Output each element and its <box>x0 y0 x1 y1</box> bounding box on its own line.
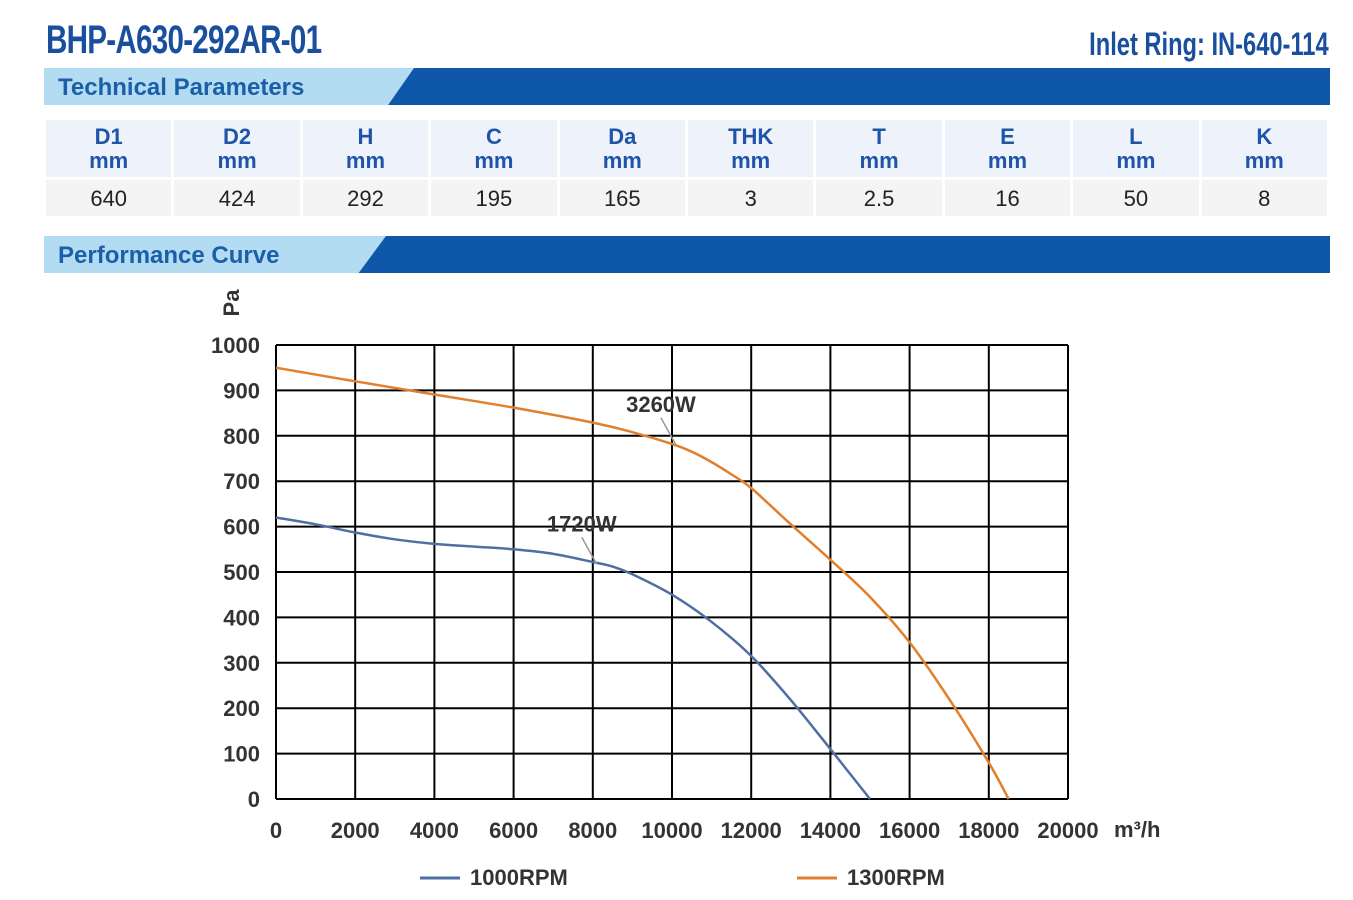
param-name: Da <box>608 123 637 149</box>
x-tick-label: 10000 <box>641 818 702 843</box>
param-name: D1 <box>94 123 123 149</box>
y-axis-label: Pa <box>219 289 244 317</box>
param-value: 165 <box>559 180 685 216</box>
x-tick-label: 4000 <box>410 818 459 843</box>
x-tick-label: 16000 <box>879 818 940 843</box>
model-title: BHP-A630-292AR-01 <box>46 18 322 62</box>
param-unit: mm <box>345 147 386 173</box>
x-tick-label: 20000 <box>1037 818 1098 843</box>
param-column-d1: D1 mm 640 <box>46 120 172 216</box>
x-axis-label: m³/h <box>1114 817 1160 842</box>
param-name: THK <box>728 123 774 149</box>
x-tick-label: 12000 <box>721 818 782 843</box>
y-tick-label: 500 <box>223 560 260 585</box>
param-column-da: Da mm 165 <box>559 120 685 216</box>
y-tick-label: 0 <box>248 787 260 812</box>
param-name: H <box>357 123 374 149</box>
param-header: Da mm <box>559 120 685 177</box>
param-value: 2.5 <box>816 180 942 216</box>
param-header: THK mm <box>688 120 814 177</box>
param-unit: mm <box>1244 147 1284 173</box>
param-header: D2 mm <box>174 120 300 177</box>
param-unit: mm <box>987 147 1028 173</box>
param-column-thk: THK mm 3 <box>688 120 814 216</box>
x-tick-label: 2000 <box>331 818 380 843</box>
y-tick-label: 100 <box>223 742 260 767</box>
performance-curve-bar: Performance Curve <box>44 236 1330 273</box>
y-tick-label: 800 <box>223 424 260 449</box>
annotation-label: 3260W <box>626 392 696 417</box>
param-value: 16 <box>944 180 1071 216</box>
y-tick-label: 700 <box>223 469 260 494</box>
param-unit: mm <box>1116 147 1156 173</box>
technical-parameters-bar: Technical Parameters <box>44 68 1330 105</box>
x-tick-label: 0 <box>270 818 282 843</box>
param-unit: mm <box>602 147 642 173</box>
section-tab <box>44 68 414 105</box>
param-name: L <box>1129 123 1143 149</box>
param-value: 195 <box>431 180 557 216</box>
param-value: 424 <box>174 180 300 216</box>
series-line-1000rpm <box>275 516 871 800</box>
y-tick-label: 300 <box>223 651 260 676</box>
param-value: 50 <box>1073 180 1199 216</box>
x-tick-label: 6000 <box>489 818 538 843</box>
param-value: 8 <box>1201 180 1327 216</box>
annotation-leader <box>660 417 677 446</box>
annotation-leader <box>581 536 598 565</box>
x-tick-label: 8000 <box>568 818 617 843</box>
series-line-1300rpm <box>275 366 1010 800</box>
y-tick-label: 1000 <box>211 333 260 358</box>
param-value: 292 <box>302 180 429 216</box>
param-unit: mm <box>474 147 514 173</box>
technical-parameters-heading: Technical Parameters <box>58 74 305 101</box>
section-tab <box>44 236 386 273</box>
y-tick-label: 900 <box>223 378 260 403</box>
chart-annotations: 1720W 3260W <box>547 392 696 565</box>
legend-label: 1300RPM <box>847 865 945 890</box>
param-value: 3 <box>688 180 814 216</box>
x-tick-label: 14000 <box>800 818 861 843</box>
param-name: D2 <box>223 123 252 149</box>
legend-label: 1000RPM <box>470 865 568 890</box>
param-header: D1 mm <box>46 120 172 177</box>
param-column-d2: D2 mm 424 <box>174 120 300 216</box>
param-unit: mm <box>217 147 257 173</box>
chart-curves <box>275 366 1010 800</box>
y-tick-label: 400 <box>223 605 260 630</box>
x-tick-label: 18000 <box>958 818 1019 843</box>
param-name: E <box>1000 123 1015 149</box>
param-name: T <box>872 123 886 149</box>
y-tick-label: 600 <box>223 515 260 540</box>
chart-legend: 1000RPM 1300RPM <box>420 865 945 890</box>
y-tick-label: 200 <box>223 696 260 721</box>
param-name: C <box>485 123 502 149</box>
param-name: K <box>1256 123 1273 149</box>
param-unit: mm <box>89 147 129 173</box>
inlet-ring-label: Inlet Ring: IN-640-114 <box>1089 26 1329 62</box>
chart-axis-labels: 0 2000 4000 6000 8000 10000 12000 14000 16000 180… <box>211 289 1160 843</box>
param-value: 640 <box>46 180 172 216</box>
param-unit: mm <box>859 147 899 173</box>
annotation-label: 1720W <box>547 511 617 536</box>
param-unit: mm <box>731 147 771 173</box>
performance-curve-heading: Performance Curve <box>58 242 280 269</box>
